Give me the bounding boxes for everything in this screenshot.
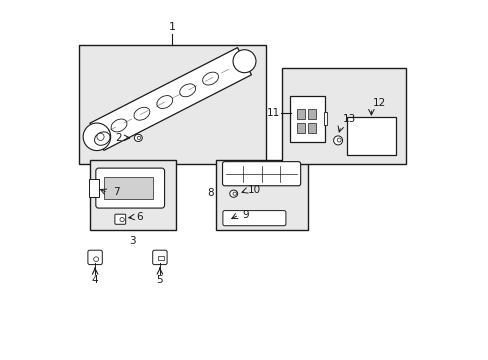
FancyBboxPatch shape <box>346 117 395 155</box>
Ellipse shape <box>202 72 218 85</box>
Ellipse shape <box>83 123 110 150</box>
Ellipse shape <box>137 136 141 139</box>
Ellipse shape <box>333 136 342 145</box>
FancyBboxPatch shape <box>104 177 152 199</box>
FancyBboxPatch shape <box>88 250 102 265</box>
Ellipse shape <box>180 84 195 97</box>
Ellipse shape <box>229 190 237 197</box>
Polygon shape <box>90 48 251 150</box>
FancyBboxPatch shape <box>223 211 285 226</box>
FancyBboxPatch shape <box>96 168 164 208</box>
Ellipse shape <box>134 134 142 141</box>
FancyBboxPatch shape <box>222 162 300 186</box>
Text: 13: 13 <box>342 114 355 124</box>
Ellipse shape <box>111 119 127 132</box>
Ellipse shape <box>337 138 341 142</box>
Bar <box>158 256 164 260</box>
Text: 4: 4 <box>92 275 98 285</box>
Ellipse shape <box>94 132 110 145</box>
Text: 8: 8 <box>207 188 213 198</box>
Text: 2: 2 <box>115 133 122 143</box>
Text: 9: 9 <box>242 210 248 220</box>
Bar <box>323 112 326 125</box>
Bar <box>282 68 406 164</box>
FancyBboxPatch shape <box>89 179 99 197</box>
Text: 5: 5 <box>156 275 163 285</box>
Bar <box>89 160 176 230</box>
Bar <box>215 160 307 230</box>
Text: 10: 10 <box>247 185 261 195</box>
Ellipse shape <box>232 192 236 195</box>
Ellipse shape <box>157 96 172 108</box>
Ellipse shape <box>120 217 124 222</box>
Bar <box>296 123 304 133</box>
Text: 6: 6 <box>136 212 142 222</box>
Bar <box>79 45 265 164</box>
Ellipse shape <box>233 50 255 73</box>
FancyBboxPatch shape <box>152 250 167 265</box>
Ellipse shape <box>134 107 149 120</box>
FancyBboxPatch shape <box>289 96 325 142</box>
Ellipse shape <box>94 257 99 261</box>
FancyBboxPatch shape <box>115 214 125 224</box>
Bar <box>307 123 316 133</box>
Bar <box>296 109 304 119</box>
Ellipse shape <box>97 133 104 140</box>
Text: 11: 11 <box>266 108 279 118</box>
Text: 12: 12 <box>372 98 386 108</box>
Text: 3: 3 <box>129 236 136 246</box>
Text: 1: 1 <box>169 22 176 32</box>
Bar <box>307 109 316 119</box>
Text: 7: 7 <box>113 186 120 197</box>
